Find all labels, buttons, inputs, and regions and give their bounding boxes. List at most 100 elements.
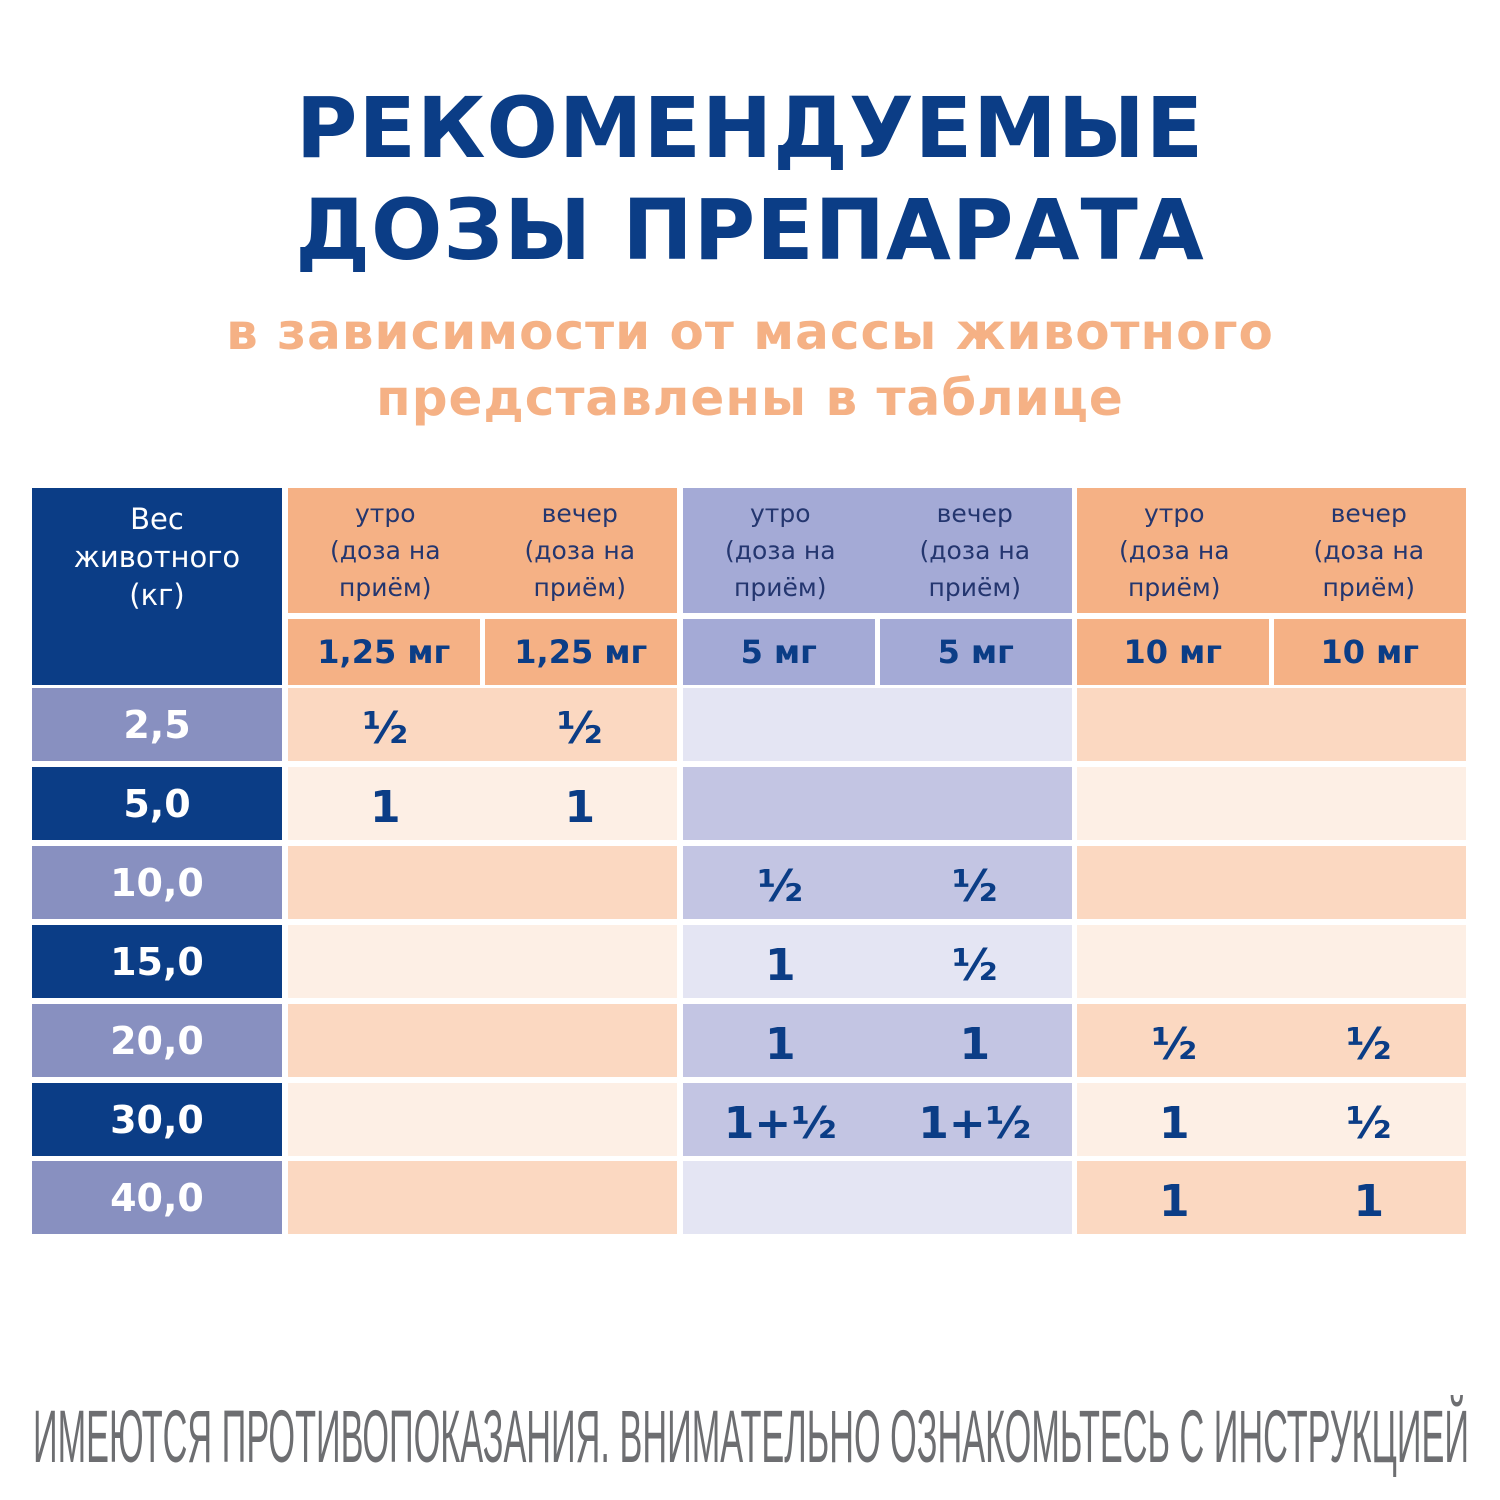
column-label-line: вечер — [936, 499, 1013, 528]
dose-amount: ½ — [951, 861, 998, 912]
weight-header-line: Вес — [130, 501, 184, 536]
dose-amount: ½ — [1345, 1019, 1392, 1070]
dose-amount: 1 — [764, 1019, 796, 1070]
weight-value: 30,0 — [110, 1097, 204, 1142]
dose-cell-body: 1 — [1077, 1165, 1272, 1238]
dose-cell-body: 1 — [683, 1008, 878, 1081]
column-label-line: (доза на — [919, 536, 1031, 565]
subtitle-line: представлены в таблице — [376, 369, 1124, 427]
footer-box: ИМЕЮТСЯ ПРОТИВОПОКАЗАНИЯ. ВНИМАТЕЛЬНО ОЗ… — [33, 1395, 1469, 1478]
dose-cell-body: 1+½ — [683, 1087, 878, 1160]
row-band — [1077, 925, 1466, 998]
column-label: вечер (доза на приём) — [878, 488, 1073, 613]
dose-strength: 10 мг — [1320, 633, 1420, 671]
dose-strength: 5 мг — [740, 633, 817, 671]
dose-cell: 1,25 мг — [288, 619, 480, 685]
dose-cell-body: ½ — [483, 692, 678, 765]
column-label-line: (доза на — [724, 536, 836, 565]
weight-value: 5,0 — [123, 781, 191, 826]
column-label-line: приём) — [339, 573, 432, 602]
row-band — [288, 688, 677, 761]
column-label: вечер (доза на приём) — [1272, 488, 1467, 613]
column-label-line: приём) — [1322, 573, 1415, 602]
weight-value: 20,0 — [110, 1018, 204, 1063]
dose-cell-body: ½ — [683, 850, 878, 923]
dose-amount: ½ — [1151, 1019, 1198, 1070]
dose-cell-body: ½ — [1272, 1087, 1467, 1160]
column-label-line: утро — [354, 499, 416, 528]
dose-cell-body: 1 — [1272, 1165, 1467, 1238]
row-band — [1077, 767, 1466, 840]
column-label-line: приём) — [928, 573, 1021, 602]
title-line: РЕКОМЕНДУЕМЫЕ — [295, 79, 1205, 177]
dose-cell-body: 1 — [483, 771, 678, 844]
dose-amount: 1+½ — [918, 1098, 1032, 1149]
dose-cell-body: 1 — [1077, 1087, 1272, 1160]
dose-amount: ½ — [556, 703, 603, 754]
dose-cell-body: ½ — [878, 850, 1073, 923]
dose-cell-body: ½ — [1077, 1008, 1272, 1081]
dose-amount: 1+½ — [723, 1098, 837, 1149]
title-line: ДОЗЫ ПРЕПАРАТА — [295, 181, 1205, 279]
weight-cell: 5,0 — [32, 767, 282, 840]
column-label-line: приём) — [533, 573, 626, 602]
column-label-line: (доза на — [1313, 536, 1425, 565]
row-band — [683, 846, 1072, 919]
row-band — [288, 1083, 677, 1156]
column-label-line: приём) — [734, 573, 827, 602]
weight-cell: 10,0 — [32, 846, 282, 919]
dose-cell-body: 1 — [683, 929, 878, 1002]
weight-value: 2,5 — [123, 702, 191, 747]
row-band — [288, 1004, 677, 1077]
dose-cell: 5 мг — [683, 619, 875, 685]
column-label: вечер (доза на приём) — [483, 488, 678, 613]
dose-cell-body: 1 — [878, 1008, 1073, 1081]
column-label: утро (доза на приём) — [1077, 488, 1272, 613]
column-label-line: вечер — [1330, 499, 1407, 528]
dose-amount: 1 — [369, 782, 401, 833]
weight-value: 40,0 — [110, 1175, 204, 1220]
dose-strength: 10 мг — [1123, 633, 1223, 671]
row-band — [683, 767, 1072, 840]
row-band — [288, 846, 677, 919]
group-header — [683, 488, 1072, 613]
row-band — [1077, 688, 1466, 761]
column-label: утро (доза на приём) — [288, 488, 483, 613]
column-label-line: приём) — [1128, 573, 1221, 602]
column-label-line: (доза на — [524, 536, 636, 565]
dose-cell: 5 мг — [879, 619, 1072, 685]
dose-cell: 10 мг — [1077, 619, 1269, 685]
row-band — [683, 1161, 1072, 1234]
weight-header-line: (кг) — [129, 577, 185, 612]
dose-amount: 1 — [959, 1019, 991, 1070]
weight-header: Вес животного (кг) — [32, 488, 282, 685]
dose-cell-body: ½ — [288, 692, 483, 765]
row-band — [683, 1083, 1072, 1156]
row-band — [683, 688, 1072, 761]
weight-cell: 40,0 — [32, 1161, 282, 1234]
weight-cell: 30,0 — [32, 1083, 282, 1156]
weight-cell: 2,5 — [32, 688, 282, 761]
column-label-line: утро — [1143, 499, 1205, 528]
dose-cell-body: ½ — [878, 929, 1073, 1002]
row-band — [288, 925, 677, 998]
dose-table: Вес животного (кг) утро (доза на приём) 1,25 м… — [32, 488, 1467, 1238]
dose-cell: 10 мг — [1273, 619, 1466, 685]
row-band — [1077, 1161, 1466, 1234]
row-band — [1077, 846, 1466, 919]
weight-header-line: животного — [73, 539, 241, 574]
dose-amount: ½ — [757, 861, 804, 912]
row-band — [683, 1004, 1072, 1077]
column-label-line: вечер — [541, 499, 618, 528]
dose-amount: ½ — [362, 703, 409, 754]
dose-cell-body: 1+½ — [878, 1087, 1073, 1160]
dose-amount: 1 — [1158, 1176, 1190, 1227]
dose-strength: 1,25 мг — [317, 633, 451, 671]
row-band — [1077, 1083, 1466, 1156]
row-band — [288, 767, 677, 840]
dose-cell-body: ½ — [1272, 1008, 1467, 1081]
subtitle-line: в зависимости от массы животного — [226, 303, 1274, 361]
dose-cell: 1,25 мг — [484, 619, 677, 685]
column-label-line: (доза на — [329, 536, 441, 565]
